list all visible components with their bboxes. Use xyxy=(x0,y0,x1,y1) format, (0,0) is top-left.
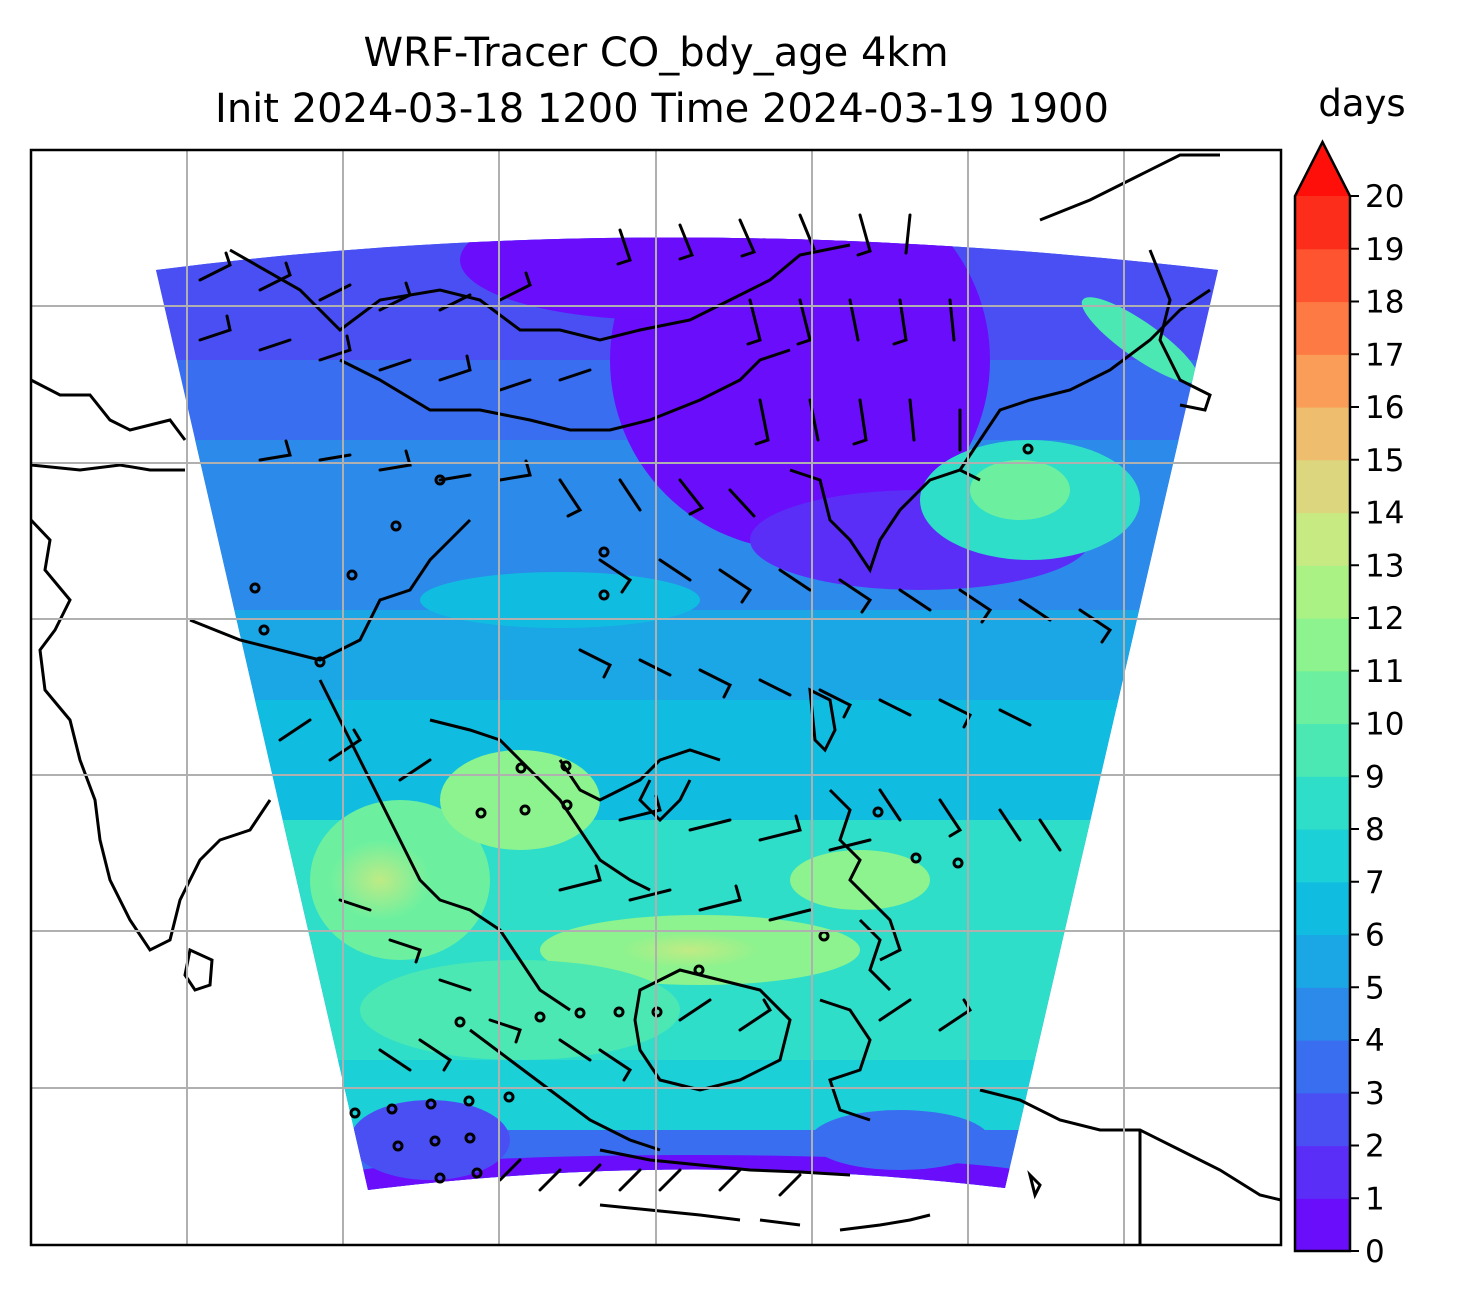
colorbar-segment xyxy=(1295,776,1350,830)
colorbar-tick-label: 18 xyxy=(1365,285,1404,321)
colorbar-tick-label: 20 xyxy=(1365,179,1404,215)
colorbar-tick-label: 6 xyxy=(1365,918,1385,954)
colorbar-segment xyxy=(1295,354,1350,408)
colorbar-tick-label: 0 xyxy=(1365,1234,1385,1270)
map-frame xyxy=(29,148,1283,1247)
colorbar-segment xyxy=(1295,1040,1350,1094)
colorbar-tick-label: 14 xyxy=(1365,496,1404,532)
colorbar-label: days xyxy=(1318,82,1405,125)
colorbar-segment xyxy=(1295,407,1350,461)
colorbar-segment xyxy=(1295,618,1350,672)
map-title-line1: WRF-Tracer CO_bdy_age 4km xyxy=(363,30,948,76)
colorbar-segment xyxy=(1295,881,1350,936)
colorbar-tick-label: 13 xyxy=(1365,548,1404,584)
colorbar-segment xyxy=(1295,934,1350,988)
colorbar-segment xyxy=(1295,829,1350,883)
colorbar-segment xyxy=(1295,670,1350,725)
colorbar-tick-label: 8 xyxy=(1365,812,1385,848)
coastlines xyxy=(31,153,1281,1245)
colorbar-segment xyxy=(1295,301,1350,355)
colorbar-segment xyxy=(1295,248,1350,303)
colorbar-segment xyxy=(1295,1092,1350,1147)
colorbar-segment xyxy=(1295,512,1350,566)
colorbar-tick-label: 2 xyxy=(1365,1129,1385,1165)
colorbar-tick-label: 19 xyxy=(1365,232,1404,268)
colorbar-segment xyxy=(1295,723,1350,777)
colorbar-frame xyxy=(1293,139,1352,1253)
gridlines xyxy=(31,150,1281,1245)
map-panel xyxy=(31,150,1281,1245)
colorbar-segment xyxy=(1295,196,1350,250)
colorbar-tick-label: 17 xyxy=(1365,337,1404,373)
colorbar-extend-arrow xyxy=(1295,142,1350,196)
colorbar-segment xyxy=(1295,459,1350,514)
map-title-line2: Init 2024-03-18 1200 Time 2024-03-19 190… xyxy=(215,86,1109,132)
wind-barbs xyxy=(198,213,1113,1197)
colorbar-tick-label: 12 xyxy=(1365,601,1404,637)
colorbar-tick-label: 3 xyxy=(1365,1076,1385,1112)
colorbar-tick-label: 15 xyxy=(1365,443,1404,479)
colorbar-segment xyxy=(1295,1198,1350,1252)
colorbar-tick-label: 1 xyxy=(1365,1181,1385,1217)
colorbar-segment xyxy=(1295,987,1350,1041)
colorbar-tick-label: 16 xyxy=(1365,390,1404,426)
colorbar-tick-label: 9 xyxy=(1365,759,1385,795)
colorbar-tick-label: 11 xyxy=(1365,654,1404,690)
colorbar-segment xyxy=(1295,1145,1350,1199)
colorbar-tick-label: 5 xyxy=(1365,970,1385,1006)
calm-wind-markers xyxy=(249,443,1034,1184)
colorbar-tick-label: 4 xyxy=(1365,1023,1385,1059)
colorbar-segment xyxy=(1295,565,1350,619)
colorbar-tick-label: 7 xyxy=(1365,865,1385,901)
colorbar-tick-label: 10 xyxy=(1365,707,1404,743)
